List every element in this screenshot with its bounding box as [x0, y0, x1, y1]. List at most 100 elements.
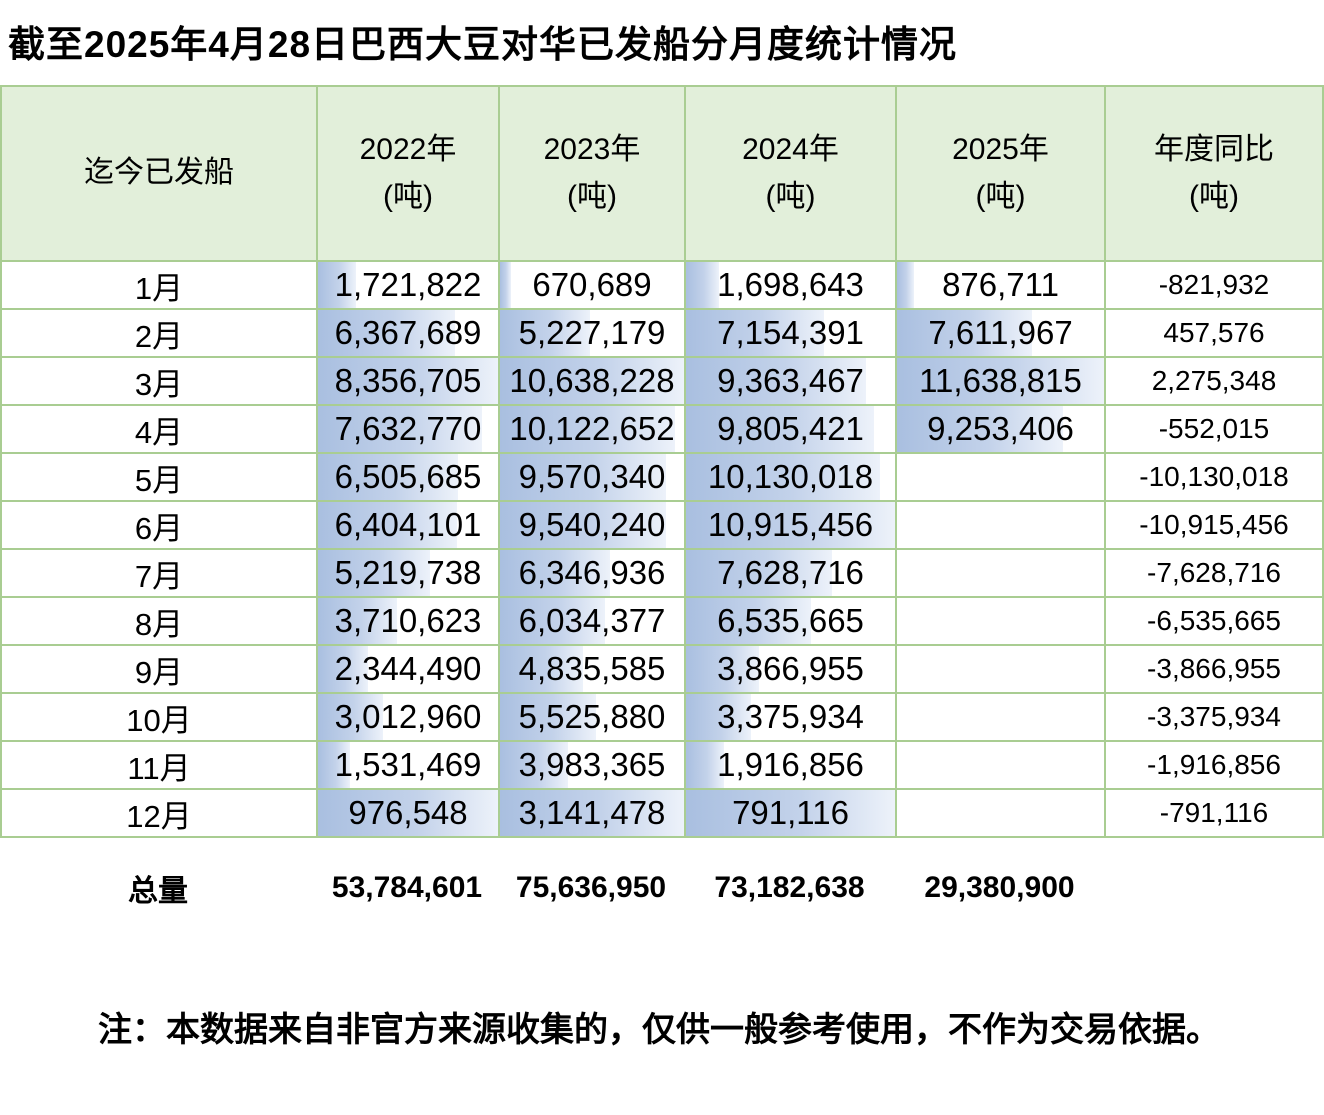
cell-2025-1月: 876,711: [897, 262, 1106, 310]
data-bar: [500, 454, 666, 500]
column-header-2022: 2022年 (吨): [318, 87, 500, 262]
cell-yoy-4月: -552,015: [1106, 406, 1324, 454]
header-line1: 2025年: [952, 133, 1049, 166]
header-line1: 年度同比: [1154, 133, 1274, 166]
cell-2022-5月: 6,505,685: [318, 454, 500, 502]
cell-yoy-9月: -3,866,955: [1106, 646, 1324, 694]
data-bar: [500, 742, 569, 788]
cell-value: 7,154,391: [717, 314, 864, 351]
cell-2025-10月: [897, 694, 1106, 742]
cell-2025-7月: [897, 550, 1106, 598]
data-bar: [500, 694, 596, 740]
header-line1: 2023年: [543, 133, 641, 166]
cell-2025-3月: 11,638,815: [897, 358, 1106, 406]
header-line2: (吨): [383, 179, 433, 213]
cell-value: 3,983,365: [518, 746, 666, 783]
data-bar: [686, 790, 895, 836]
cell-2022-2月: 6,367,689: [318, 310, 500, 358]
cell-value: 9,253,406: [927, 410, 1074, 447]
cell-yoy-7月: -7,628,716: [1106, 550, 1324, 598]
data-bar: [686, 694, 751, 740]
cell-value: 6,505,685: [334, 458, 482, 495]
cell-value: 3,866,955: [717, 650, 864, 687]
data-bar: [318, 502, 457, 548]
cell-2023-10月: 5,525,880: [500, 694, 686, 742]
cell-2023-11月: 3,983,365: [500, 742, 686, 790]
data-bar: [686, 550, 833, 596]
data-bar: [897, 310, 1032, 356]
cell-2024-10月: 3,375,934: [686, 694, 897, 742]
cell-value: 3,141,478: [518, 794, 666, 831]
column-header-2024: 2024年 (吨): [686, 87, 897, 262]
month-label-7月: 7月: [2, 550, 318, 598]
cell-value: 5,219,738: [334, 554, 482, 591]
cell-2023-12月: 3,141,478: [500, 790, 686, 838]
cell-2022-7月: 5,219,738: [318, 550, 500, 598]
cell-2023-8月: 6,034,377: [500, 598, 686, 646]
cell-value: 876,711: [942, 266, 1059, 303]
month-label-6月: 6月: [2, 502, 318, 550]
cell-value: 3,012,960: [334, 698, 482, 735]
header-line2: (吨): [975, 179, 1026, 213]
total-2024: 73,182,638: [714, 871, 865, 904]
cell-yoy-12月: -791,116: [1106, 790, 1324, 838]
data-bar: [500, 502, 666, 548]
data-table: 迄今已发船 2022年 (吨) 2023年 (吨) 2024年 (吨) 2025年 (吨) 年度同…: [0, 85, 1324, 838]
cell-2024-9月: 3,866,955: [686, 646, 897, 694]
data-bar: [686, 502, 895, 548]
cell-value: 2,344,490: [334, 650, 482, 687]
cell-value: 7,611,967: [928, 314, 1073, 351]
data-bar: [318, 598, 398, 644]
cell-2023-3月: 10,638,228: [500, 358, 686, 406]
cell-value: 9,570,340: [518, 458, 666, 495]
cell-value: 9,805,421: [717, 410, 864, 447]
cell-value: 11,638,815: [919, 362, 1082, 399]
column-header-yoy: 年度同比 (吨): [1106, 87, 1324, 262]
data-bar: [686, 358, 866, 404]
cell-value: 7,632,770: [334, 410, 482, 447]
data-bar: [318, 262, 356, 308]
cell-2023-6月: 9,540,240: [500, 502, 686, 550]
cell-value: 670,689: [532, 266, 652, 303]
cell-2022-1月: 1,721,822: [318, 262, 500, 310]
cell-2022-8月: 3,710,623: [318, 598, 500, 646]
cell-value: 1,531,469: [334, 746, 482, 783]
cell-value: 7,628,716: [717, 554, 864, 591]
cell-2025-6月: [897, 502, 1106, 550]
data-bar: [318, 454, 459, 500]
data-bar: [500, 262, 512, 308]
total-row: 总量 53,784,601 75,636,950 73,182,638 29,3…: [0, 838, 1324, 938]
cell-2025-12月: [897, 790, 1106, 838]
page-title: 截至2025年4月28日巴西大豆对华已发船分月度统计情况: [8, 24, 958, 65]
cell-yoy-11月: -1,916,856: [1106, 742, 1324, 790]
cell-value: 10,915,456: [707, 506, 874, 543]
data-bar: [318, 694, 383, 740]
cell-value: 6,404,101: [334, 506, 482, 543]
data-bar: [500, 550, 611, 596]
cell-2025-11月: [897, 742, 1106, 790]
cell-value: 5,227,179: [518, 314, 666, 351]
cell-value: 6,034,377: [518, 602, 666, 639]
cell-2022-6月: 6,404,101: [318, 502, 500, 550]
header-line1: 2024年: [742, 133, 839, 166]
cell-yoy-1月: -821,932: [1106, 262, 1324, 310]
cell-2024-8月: 6,535,665: [686, 598, 897, 646]
cell-value: 10,122,652: [509, 410, 675, 447]
cell-value: 4,835,585: [518, 650, 666, 687]
cell-value: 976,548: [348, 794, 468, 831]
header-line2: (吨): [765, 179, 816, 213]
cell-2022-9月: 2,344,490: [318, 646, 500, 694]
data-bar: [500, 310, 591, 356]
cell-value: 1,698,643: [717, 266, 864, 303]
data-bar: [318, 358, 498, 404]
data-bar: [318, 646, 369, 692]
cell-2023-2月: 5,227,179: [500, 310, 686, 358]
month-label-3月: 3月: [2, 358, 318, 406]
cell-yoy-2月: 457,576: [1106, 310, 1324, 358]
cell-value: 3,375,934: [717, 698, 864, 735]
data-bar: [686, 454, 881, 500]
data-bar: [318, 790, 498, 836]
cell-2024-11月: 1,916,856: [686, 742, 897, 790]
data-bar: [318, 310, 455, 356]
